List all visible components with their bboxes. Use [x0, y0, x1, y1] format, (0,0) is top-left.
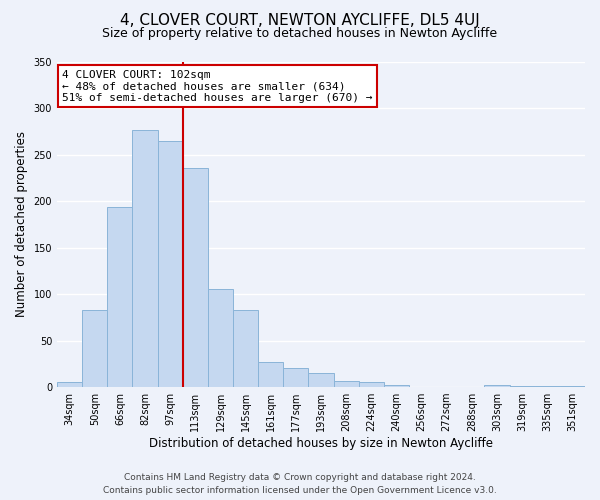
Bar [308, 373, 334, 387]
Y-axis label: Number of detached properties: Number of detached properties [15, 132, 28, 318]
Bar [535, 386, 560, 387]
Bar [133, 130, 158, 387]
Bar [509, 386, 535, 387]
Bar [233, 310, 258, 387]
Text: 4, CLOVER COURT, NEWTON AYCLIFFE, DL5 4UJ: 4, CLOVER COURT, NEWTON AYCLIFFE, DL5 4U… [120, 12, 480, 28]
X-axis label: Distribution of detached houses by size in Newton Aycliffe: Distribution of detached houses by size … [149, 437, 493, 450]
Bar [57, 382, 82, 387]
Text: Size of property relative to detached houses in Newton Aycliffe: Size of property relative to detached ho… [103, 28, 497, 40]
Text: Contains HM Land Registry data © Crown copyright and database right 2024.
Contai: Contains HM Land Registry data © Crown c… [103, 473, 497, 495]
Bar [258, 362, 283, 387]
Bar [183, 168, 208, 387]
Bar [208, 290, 233, 387]
Bar [82, 310, 107, 387]
Bar [334, 380, 359, 387]
Bar [107, 206, 133, 387]
Bar [158, 140, 183, 387]
Bar [359, 382, 384, 387]
Bar [560, 386, 585, 387]
Bar [283, 368, 308, 387]
Bar [384, 385, 409, 387]
Bar [484, 385, 509, 387]
Text: 4 CLOVER COURT: 102sqm
← 48% of detached houses are smaller (634)
51% of semi-de: 4 CLOVER COURT: 102sqm ← 48% of detached… [62, 70, 373, 103]
